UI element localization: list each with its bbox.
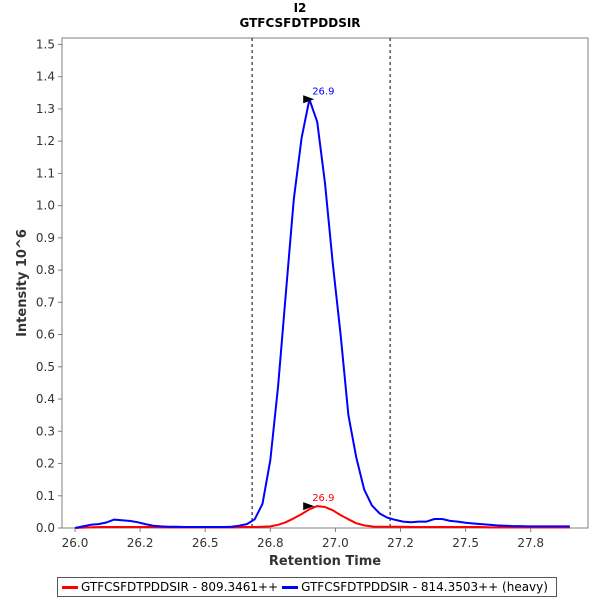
y-axis: 0.0 0.1 0.2 0.3 0.4 0.5 0.6 0.7 0.8 0.9 1.0 1.1 1.2 1… xyxy=(36,37,62,535)
y-tick-label: 1.3 xyxy=(36,102,55,116)
y-tick-label: 1.4 xyxy=(36,70,55,84)
chromatogram-chart: I2 GTFCSFDTPDDSIR 26.926.9 26.0 26.2 26.5 2… xyxy=(15,1,589,569)
peak-marker-1 xyxy=(303,95,315,104)
peak-boundaries xyxy=(251,38,391,528)
legend-label-light: GTFCSFDTPDDSIR - 809.3461++ xyxy=(81,580,279,594)
plot-area xyxy=(61,37,589,529)
y-tick-label: 0.3 xyxy=(36,424,55,438)
peak-label-0: 26.9 xyxy=(312,493,334,504)
x-tick-label: 26.2 xyxy=(127,536,154,550)
legend: GTFCSFDTPDDSIR - 809.3461++ GTFCSFDTPDDS… xyxy=(57,577,557,597)
y-tick-label: 0.9 xyxy=(36,231,55,245)
chart-subtitle: GTFCSFDTPDDSIR xyxy=(239,16,360,30)
y-tick-label: 1.5 xyxy=(36,37,55,51)
peak-label-1: 26.9 xyxy=(312,86,334,97)
y-tick-label: 0.8 xyxy=(36,263,55,277)
y-tick-label: 0.4 xyxy=(36,392,55,406)
x-tick-label: 27.8 xyxy=(517,536,544,550)
y-tick-label: 1.2 xyxy=(36,134,55,148)
y-tick-label: 0.0 xyxy=(36,521,55,535)
y-tick-label: 1.0 xyxy=(36,199,55,213)
y-tick-label: 0.5 xyxy=(36,360,55,374)
x-tick-label: 26.5 xyxy=(192,536,219,550)
chart-title: I2 xyxy=(294,1,307,15)
y-axis-title: Intensity 10^6 xyxy=(15,229,30,337)
x-tick-label: 27.5 xyxy=(452,536,479,550)
x-tick-label: 27.2 xyxy=(387,536,414,550)
series-layer: 26.9 26.9 xyxy=(74,86,570,529)
legend-swatch-heavy xyxy=(282,585,299,589)
x-tick-label: 26.0 xyxy=(62,536,89,550)
x-tick-label: 26.8 xyxy=(257,536,284,550)
y-tick-label: 1.1 xyxy=(36,166,55,180)
x-tick-label: 27.0 xyxy=(322,536,349,550)
y-tick-label: 0.1 xyxy=(36,489,55,503)
y-tick-label: 0.6 xyxy=(36,328,55,342)
y-tick-label: 0.7 xyxy=(36,295,55,309)
legend-item-heavy: GTFCSFDTPDDSIR - 814.3503++ (heavy) xyxy=(282,580,548,594)
legend-item-light: GTFCSFDTPDDSIR - 809.3461++ xyxy=(62,580,278,594)
legend-label-heavy: GTFCSFDTPDDSIR - 814.3503++ (heavy) xyxy=(301,580,548,594)
peak-marker-0 xyxy=(303,502,315,511)
x-axis: 26.0 26.2 26.5 26.8 27.0 27.2 27.5 27.8 xyxy=(62,528,544,550)
series-line-1 xyxy=(74,98,570,529)
legend-swatch-light xyxy=(62,585,78,589)
y-tick-label: 0.2 xyxy=(36,457,55,471)
x-axis-title: Retention Time xyxy=(269,554,381,569)
